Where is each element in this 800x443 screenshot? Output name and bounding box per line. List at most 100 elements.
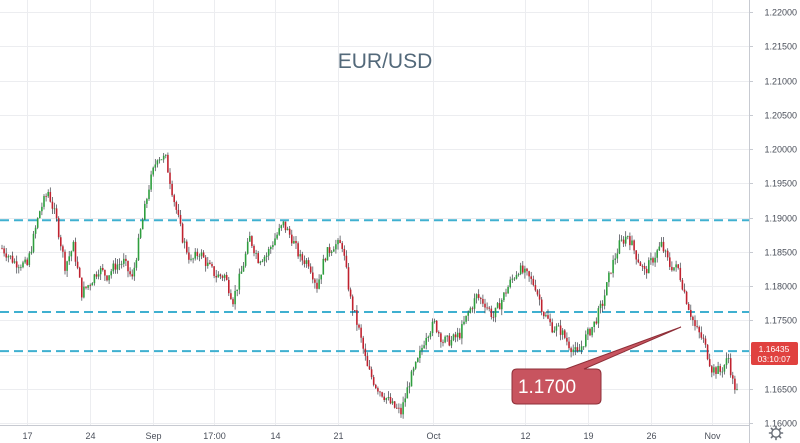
candle-body — [123, 258, 125, 264]
candle-body — [482, 298, 484, 304]
candle-body — [36, 218, 39, 228]
candle-body — [81, 277, 83, 298]
candle-body — [127, 260, 129, 272]
candle-body — [339, 239, 341, 244]
candle-body — [612, 259, 614, 274]
candle-body — [601, 303, 604, 306]
candle-body — [179, 214, 182, 224]
candle-body — [15, 261, 18, 268]
x-tick-label: Oct — [426, 431, 441, 441]
candle-body — [383, 396, 385, 401]
candle-body — [280, 225, 283, 229]
candle-body — [91, 283, 94, 286]
candle-body — [154, 164, 157, 168]
candle-body — [169, 172, 171, 184]
candle-body — [85, 286, 87, 288]
candle-body — [299, 254, 301, 257]
candle-body — [692, 316, 694, 321]
candle-body — [673, 267, 675, 271]
candle-body — [259, 261, 262, 264]
candle-body — [70, 251, 73, 257]
candle-body — [616, 253, 619, 259]
bar-countdown: 03:10:07 — [757, 354, 790, 364]
candle-body — [162, 155, 165, 160]
candle-body — [272, 245, 274, 247]
candle-body — [494, 307, 497, 318]
candle-body — [66, 261, 68, 271]
candle-body — [263, 256, 266, 262]
candle-body — [34, 227, 37, 234]
candle-body — [564, 330, 566, 338]
candle-body — [141, 219, 144, 230]
candle-body — [335, 244, 337, 250]
candle-body — [452, 334, 455, 340]
candle-body — [223, 274, 226, 278]
candle-body — [322, 258, 325, 275]
candle-body — [291, 234, 293, 244]
candle-body — [89, 285, 91, 287]
candle-body — [3, 248, 5, 254]
candle-body — [507, 286, 509, 294]
candle-body — [555, 326, 558, 331]
candle-body — [727, 358, 730, 359]
y-tick-label: 1.22000 — [764, 8, 797, 18]
candle-body — [188, 252, 190, 260]
candle-body — [522, 265, 524, 273]
candle-body — [618, 240, 621, 254]
x-tick-label: 24 — [85, 431, 95, 441]
candle-body — [152, 167, 154, 175]
candle-body — [423, 345, 425, 348]
candle-body — [314, 279, 316, 283]
candle-body — [553, 330, 556, 333]
candle-body — [95, 274, 98, 277]
candle-body — [675, 264, 677, 268]
candle-body — [362, 337, 364, 349]
candle-body — [278, 228, 280, 235]
candle-body — [318, 279, 320, 289]
candle-body — [459, 332, 461, 339]
candle-body — [585, 334, 587, 347]
candle-body — [574, 347, 577, 350]
candle-body — [414, 361, 417, 369]
candle-body — [671, 266, 673, 271]
candle-body — [181, 223, 184, 243]
settings-gear-icon[interactable] — [768, 425, 784, 441]
candle-body — [475, 294, 478, 299]
candle-body — [192, 258, 194, 260]
candle-body — [41, 206, 43, 212]
candle-body — [225, 274, 228, 280]
candle-body — [204, 257, 207, 266]
candle-body — [303, 260, 306, 264]
candle-body — [78, 267, 81, 278]
candle-body — [198, 255, 201, 257]
candle-body — [582, 346, 585, 348]
candle-body — [664, 250, 667, 252]
candle-body — [454, 334, 457, 338]
candle-body — [440, 333, 442, 342]
candle-body — [125, 258, 127, 261]
candle-body — [372, 377, 375, 385]
candle-body — [68, 256, 70, 262]
candle-body — [120, 263, 123, 265]
y-tick-label: 1.17500 — [764, 316, 797, 326]
x-tick-label: 26 — [646, 431, 656, 441]
candle-body — [24, 259, 26, 263]
candle-body — [146, 199, 148, 204]
candle-body — [106, 275, 108, 281]
candle-body — [509, 279, 511, 287]
candle-body — [228, 279, 230, 294]
candle-body — [511, 278, 514, 280]
candle-body — [219, 274, 222, 277]
candle-body — [681, 280, 684, 290]
candle-body — [666, 250, 669, 258]
candle-body — [408, 386, 411, 388]
candle-body — [551, 322, 553, 333]
candle-body — [53, 208, 56, 210]
candle-body — [545, 315, 547, 317]
candle-body — [11, 255, 14, 263]
candle-body — [519, 265, 522, 275]
candle-body — [351, 296, 354, 311]
candle-body — [406, 387, 409, 399]
candle-body — [240, 271, 243, 274]
